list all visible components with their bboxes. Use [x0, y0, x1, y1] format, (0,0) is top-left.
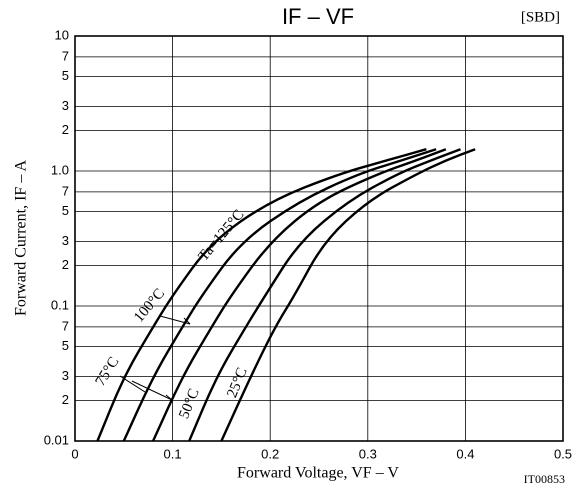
x-tick-label: 0.1: [164, 446, 182, 461]
y-tick-label: 7: [62, 318, 69, 333]
curve: [96, 148, 427, 442]
x-tick-label: 0.5: [554, 446, 572, 461]
x-tick-label: 0.3: [359, 446, 377, 461]
y-tick-label: 0.01: [44, 432, 69, 447]
x-tick-label: 0.4: [456, 446, 474, 461]
curve: [151, 148, 447, 442]
y-tick-label: 5: [62, 68, 69, 83]
y-tick-label: 2: [62, 257, 69, 272]
y-tick-label: 7: [62, 48, 69, 63]
x-axis-label: Forward Voltage, VF – V: [237, 465, 399, 482]
annotation: IT00853: [524, 472, 565, 486]
y-tick-label: 2: [62, 122, 69, 137]
annotation: [SBD]: [521, 9, 560, 25]
arrow: [131, 380, 173, 401]
y-axis-label: Forward Current, IF – A: [13, 160, 30, 316]
series-label: 75°C: [93, 354, 123, 389]
y-tick-label: 10: [55, 27, 69, 42]
y-tick-label: 5: [62, 338, 69, 353]
plot-frame: [74, 35, 564, 442]
curve: [122, 148, 437, 442]
arrows: [119, 315, 191, 401]
curve: [188, 148, 461, 442]
y-tick-label: 3: [62, 368, 69, 383]
y-tick-label: 1.0: [51, 162, 69, 177]
y-tick-label: 3: [62, 233, 69, 248]
curve: [220, 148, 476, 442]
y-tick-label: 0.1: [51, 297, 69, 312]
chart-title: IF – VF: [282, 4, 354, 29]
y-tick-label: 5: [62, 203, 69, 218]
y-tick-label: 2: [62, 392, 69, 407]
x-tick-label: 0.2: [261, 446, 279, 461]
x-tick-label: 0: [71, 446, 78, 461]
y-tick-label: 3: [62, 98, 69, 113]
series-label: Ta=125°C: [196, 207, 248, 265]
y-tick-label: 7: [62, 183, 69, 198]
